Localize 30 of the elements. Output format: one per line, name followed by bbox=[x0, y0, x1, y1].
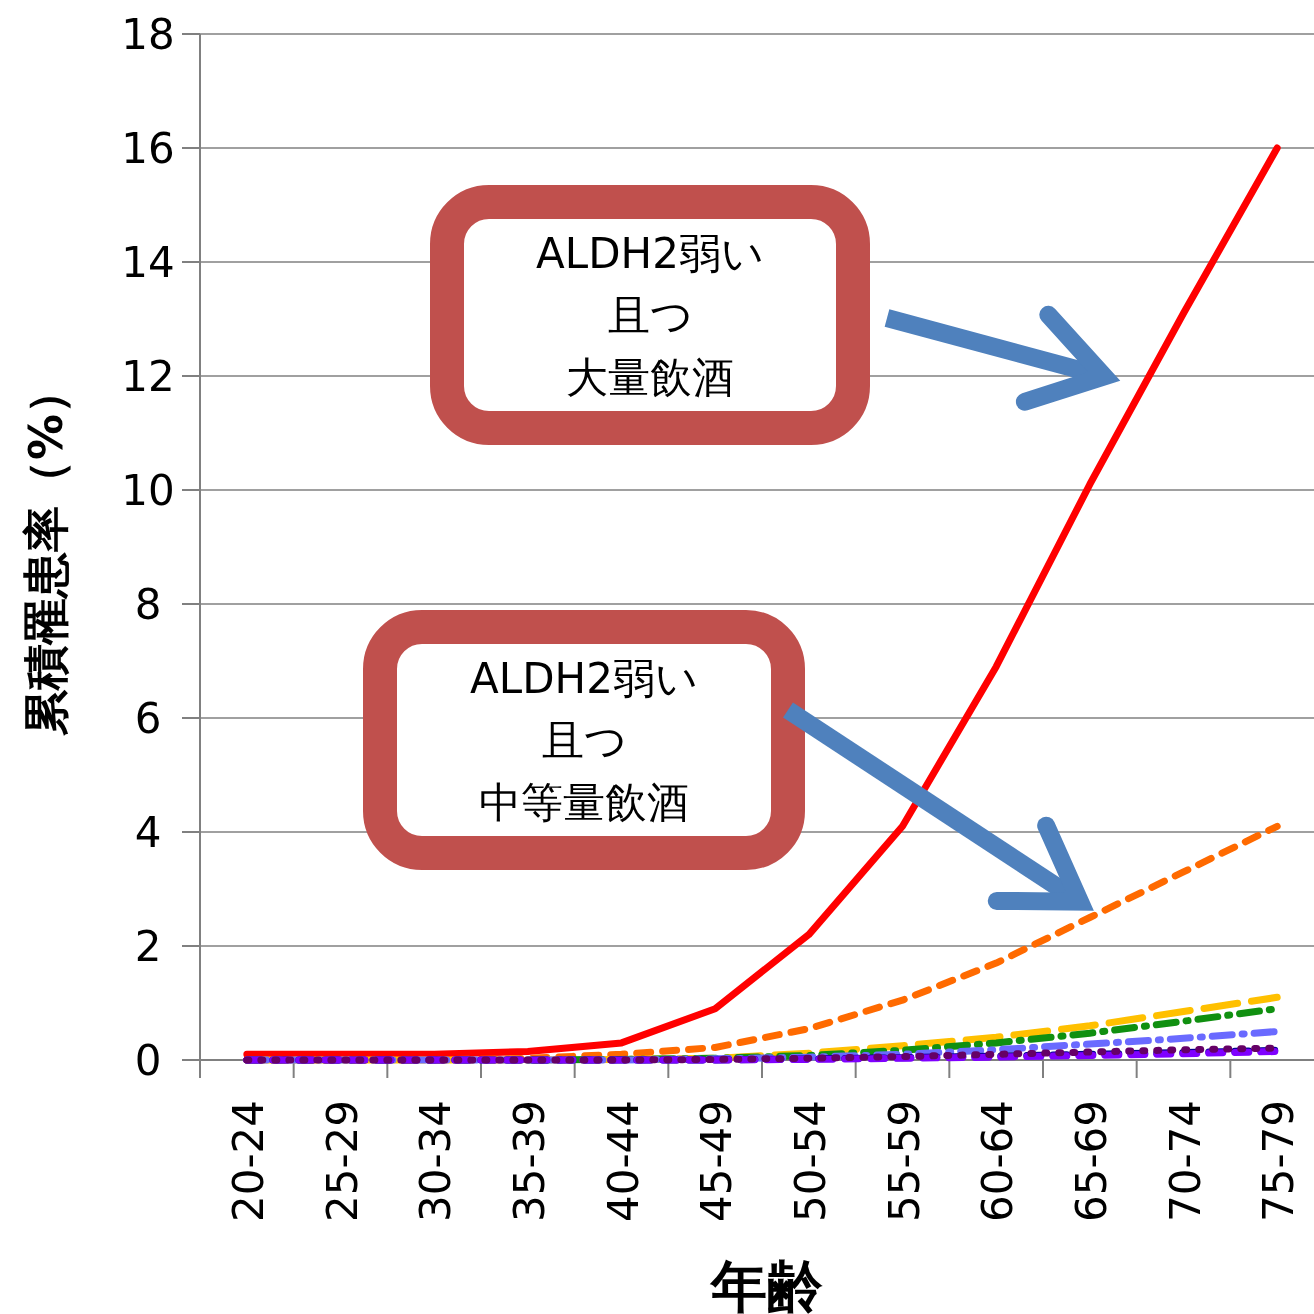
y-tick-label: 0 bbox=[134, 1036, 162, 1085]
x-tick-label: 30-34 bbox=[411, 1100, 461, 1223]
x-tick-label: 20-24 bbox=[223, 1100, 273, 1223]
annotation: 中等量飲酒 bbox=[479, 778, 689, 827]
y-tick-label: 6 bbox=[134, 694, 162, 743]
annotation: 大量飲酒 bbox=[566, 353, 734, 402]
x-tick-label: 60-64 bbox=[973, 1100, 1023, 1223]
y-tick-label: 16 bbox=[121, 124, 175, 173]
x-tick-label: 45-49 bbox=[692, 1100, 742, 1223]
y-tick-label: 10 bbox=[121, 466, 175, 515]
annotation: ALDH2弱い bbox=[470, 654, 698, 703]
y-tick-label: 2 bbox=[134, 922, 162, 971]
y-tick-label: 8 bbox=[134, 580, 162, 629]
annotation: 且つ bbox=[607, 291, 693, 340]
x-tick-label: 65-69 bbox=[1066, 1100, 1116, 1223]
x-tick-label: 25-29 bbox=[317, 1100, 367, 1223]
y-tick-label: 12 bbox=[121, 352, 175, 401]
x-tick-label: 70-74 bbox=[1160, 1100, 1210, 1223]
x-tick-label: 55-59 bbox=[879, 1100, 929, 1223]
y-tick-label: 4 bbox=[134, 808, 162, 857]
y-axis-title: 累積罹患率（%） bbox=[19, 367, 73, 737]
x-axis-title: 年齢 bbox=[709, 1254, 823, 1314]
y-tick-label: 18 bbox=[121, 10, 175, 59]
x-tick-label: 75-79 bbox=[1254, 1100, 1304, 1223]
x-tick-label: 50-54 bbox=[785, 1100, 835, 1223]
x-tick-label: 40-44 bbox=[598, 1100, 648, 1223]
x-tick-label: 35-39 bbox=[504, 1100, 554, 1223]
annotation: ALDH2弱い bbox=[536, 229, 764, 278]
y-tick-label: 14 bbox=[121, 238, 175, 287]
annotation: 且つ bbox=[541, 716, 627, 765]
